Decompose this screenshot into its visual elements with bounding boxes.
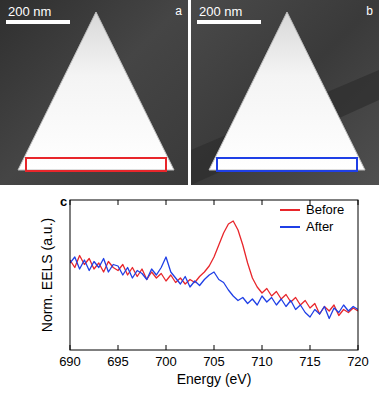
series-group [70, 221, 358, 319]
x-tick [118, 345, 119, 350]
x-tick-label: 700 [155, 354, 177, 369]
x-tick [310, 345, 311, 350]
edge-region-box [217, 158, 357, 171]
x-tick [118, 200, 119, 205]
legend-label: Before [306, 202, 344, 217]
x-tick [70, 200, 71, 205]
legend-label: After [306, 219, 334, 234]
scale-bar [197, 20, 261, 24]
x-tick [262, 345, 263, 350]
panel-label: a [175, 4, 182, 18]
nanoprism [209, 12, 365, 170]
x-tick-label: 695 [107, 354, 129, 369]
x-tick-label: 690 [59, 354, 81, 369]
x-tick [214, 345, 215, 350]
x-tick-label: 715 [299, 354, 321, 369]
x-tick-label: 710 [251, 354, 273, 369]
plot-frame [70, 200, 358, 350]
x-tick-label: 720 [347, 354, 369, 369]
image-background [0, 0, 188, 185]
plot-area [70, 200, 358, 350]
scale-bar-label: 200 nm [8, 4, 51, 19]
spectrum-line [70, 257, 358, 319]
scale-bar-label: 200 nm [199, 4, 242, 19]
x-tick [214, 200, 215, 205]
x-tick [166, 200, 167, 205]
x-axis-title: Energy (eV) [177, 371, 252, 387]
x-tick [358, 345, 359, 350]
edge-region-box [26, 158, 166, 171]
nanoprism [18, 12, 174, 170]
image-panel: 200 nm a [0, 0, 188, 185]
x-tick [166, 345, 167, 350]
spectrum-line [70, 221, 358, 316]
x-tick [358, 200, 359, 205]
x-tick [262, 200, 263, 205]
image-panel: 200 nm b [191, 0, 379, 185]
y-axis-title: Norm. EELS (a.u.) [39, 218, 55, 332]
image-background [191, 0, 379, 185]
legend-swatch [280, 209, 300, 211]
legend-swatch [280, 226, 300, 228]
panel-label: c [60, 194, 67, 209]
legend: Before After [280, 202, 344, 234]
x-tick [70, 345, 71, 350]
scale-bar [6, 20, 70, 24]
panel-label: b [366, 4, 373, 18]
x-tick-label: 705 [203, 354, 225, 369]
figure: 200 nm a 200 nm b 690 695 700 705 710 715 720 Energ… [0, 0, 380, 405]
